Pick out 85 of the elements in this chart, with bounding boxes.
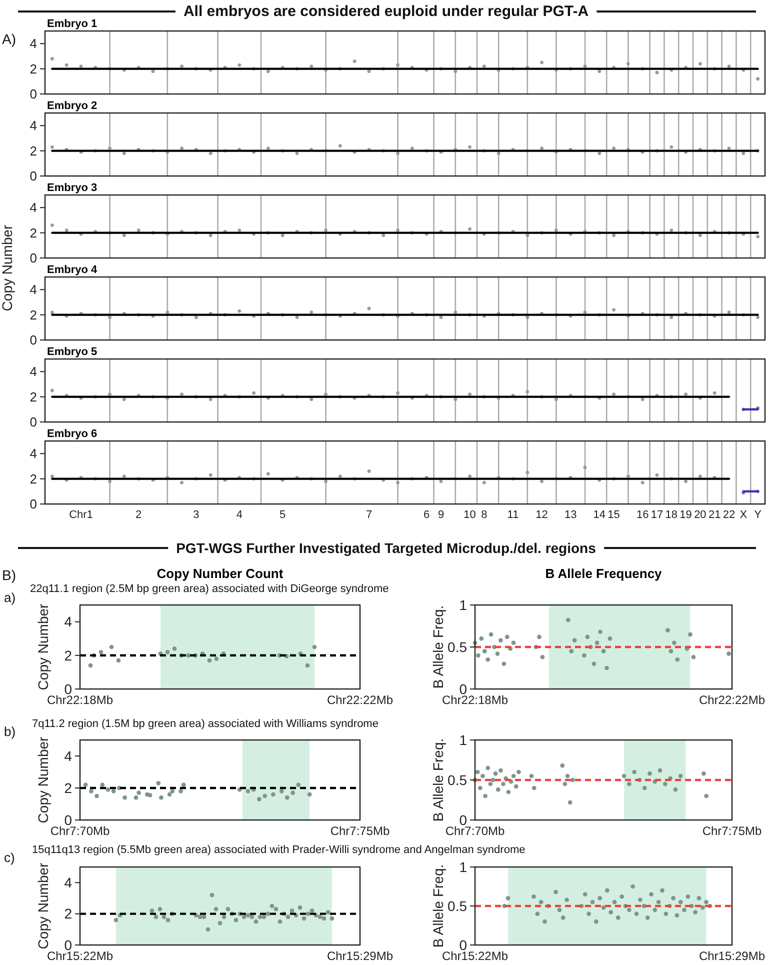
y-axis-title: Copy Number: [35, 862, 51, 950]
y-tick-label: 1: [459, 858, 468, 875]
x-tick-label: 8: [481, 509, 488, 521]
y-tick-label: 2: [30, 61, 37, 76]
x-tick-label: Y: [754, 509, 762, 521]
x-tick-label: 21: [708, 509, 721, 521]
y-tick-label: 2: [30, 225, 37, 240]
y-axis-title: B Allele Freq.: [430, 605, 446, 689]
y-tick-label: 0: [30, 496, 37, 512]
chart-title: Copy Number Count: [156, 566, 284, 581]
y-tick-label: 4: [30, 446, 37, 462]
x-tick-label: 17: [650, 509, 664, 521]
x-tick-label: 19: [680, 509, 692, 521]
y-axis-title: B Allele Freq.: [430, 864, 446, 948]
y-tick-label: 2: [30, 307, 37, 322]
x-tick-label: 16: [636, 509, 649, 521]
y-axis-title: Copy Number: [35, 736, 51, 824]
x-tick-label: 9: [438, 509, 444, 521]
chart-title: Embryo 6: [47, 428, 98, 440]
x-tick-label: 7: [366, 509, 372, 521]
y-tick-label: 0.5: [448, 638, 468, 655]
x-tick-label: Chr22:22Mb: [326, 693, 394, 707]
x-tick-label: 5: [280, 509, 286, 521]
x-tick-label: Chr22:22Mb: [698, 693, 766, 707]
x-tick-label: Chr7:75Mb: [330, 824, 390, 838]
text: 15q11q13 region (5.5Mb green area) associated with Prader-Willi syndrome and Angelman syndrome: [32, 844, 526, 856]
y-tick-label: 0: [30, 86, 37, 102]
y-tick-label: 4: [30, 36, 37, 52]
y-tick-label: 2: [64, 647, 72, 664]
text: 7q11.2 region (1.5M bp green area) associated with Williams syndrome: [32, 718, 378, 730]
x-tick-label: 4: [236, 509, 242, 521]
text: b): [4, 724, 16, 739]
y-tick-label: 4: [64, 748, 72, 764]
x-tick-label: Chr15:29Mb: [326, 949, 394, 963]
x-tick-label: 14: [593, 509, 606, 521]
y-axis-title: Copy Number: [35, 603, 51, 690]
x-tick-label: Chr7:75Mb: [702, 824, 762, 838]
y-tick-label: 2: [64, 906, 72, 922]
y-tick-label: 2: [30, 471, 37, 486]
y-tick-label: 4: [30, 282, 37, 298]
chart-title: Embryo 3: [47, 182, 98, 194]
y-tick-label: 0: [30, 414, 37, 430]
x-tick-label: 2: [136, 509, 142, 521]
text: 22q11.1 region (2.5M bp green area) associated with DiGeorge syndrome: [30, 583, 389, 595]
chart-title: Embryo 5: [47, 346, 98, 358]
chart-title: Embryo 2: [47, 100, 98, 112]
x-tick-label: 10: [464, 509, 476, 521]
text: A): [2, 31, 16, 47]
x-tick-label: X: [740, 509, 748, 521]
y-tick-label: 4: [64, 874, 72, 890]
y-tick-label: 0: [30, 332, 37, 348]
y-tick-label: 4: [30, 364, 37, 380]
y-tick-label: 2: [30, 143, 37, 158]
x-tick-label: 6: [424, 509, 430, 521]
text: PGT-WGS Further Investigated Targeted Microdup./del. regions: [176, 540, 596, 556]
y-tick-label: 0: [30, 168, 37, 184]
chart-title: Embryo 1: [47, 18, 98, 30]
y-tick-label: 0.5: [448, 772, 468, 788]
x-tick-label: 20: [694, 509, 706, 521]
x-tick-label: Chr15:29Mb: [698, 949, 766, 963]
text: a): [4, 590, 16, 605]
x-tick-label: Chr1: [69, 509, 93, 521]
y-tick-label: 0.5: [448, 898, 468, 914]
y-axis-title: B Allele Freq.: [430, 738, 446, 822]
y-tick-label: 2: [64, 780, 72, 796]
y-tick-label: 1: [459, 732, 468, 748]
text: c): [4, 850, 15, 865]
y-tick-label: 4: [64, 614, 72, 630]
x-tick-label: 13: [564, 509, 577, 521]
x-tick-label: 11: [507, 509, 519, 521]
x-tick-label: 22: [722, 509, 736, 521]
y-tick-label: 4: [30, 118, 37, 134]
y-tick-label: 4: [30, 200, 37, 216]
y-axis-title: Copy Number: [0, 224, 15, 312]
x-tick-label: 15: [608, 509, 620, 521]
x-tick-label: 12: [536, 509, 548, 521]
text: All embryos are considered euploid under regular PGT-A: [183, 3, 589, 20]
x-tick-label: 3: [193, 509, 200, 521]
y-tick-label: 0: [30, 250, 37, 266]
chart-title: Embryo 4: [47, 264, 98, 276]
y-tick-label: 1: [459, 596, 468, 613]
chart-title: B Allele Frequency: [545, 566, 663, 581]
x-tick-label: 18: [665, 509, 678, 521]
y-tick-label: 2: [30, 389, 37, 404]
text: B): [2, 567, 16, 583]
